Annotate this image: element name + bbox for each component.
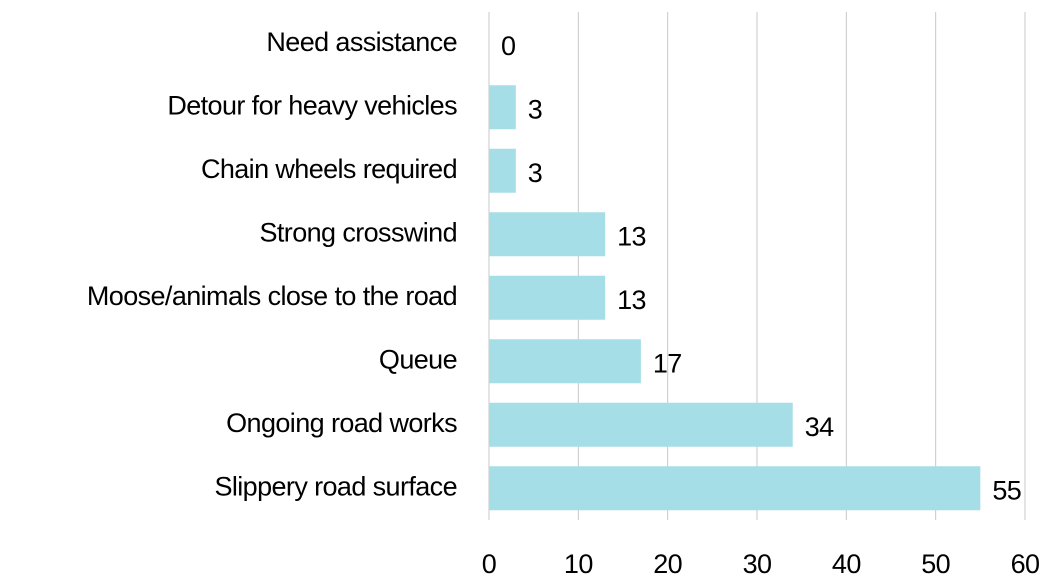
value-label: 55 — [992, 475, 1021, 505]
value-label: 34 — [805, 412, 834, 442]
y-tick-label: Chain wheels required — [201, 154, 457, 184]
bar — [489, 402, 793, 447]
y-tick-label: Slippery road surface — [214, 471, 457, 501]
bar — [489, 212, 606, 257]
bar — [489, 148, 516, 193]
value-label: 0 — [501, 31, 515, 61]
value-label: 3 — [528, 158, 542, 188]
y-tick-label: Strong crosswind — [260, 217, 458, 247]
y-tick-label: Queue — [379, 344, 457, 374]
x-tick-label: 20 — [653, 549, 682, 579]
value-label: 3 — [528, 94, 542, 124]
x-tick-label: 0 — [482, 549, 496, 579]
y-tick-label: Detour for heavy vehicles — [167, 90, 457, 120]
value-label: 17 — [653, 348, 682, 378]
bar — [489, 466, 981, 511]
x-tick-label: 60 — [1011, 549, 1040, 579]
x-tick-label: 10 — [564, 549, 593, 579]
x-tick-label: 50 — [921, 549, 950, 579]
x-tick-label: 40 — [832, 549, 861, 579]
value-label: 13 — [617, 221, 646, 251]
bar — [489, 85, 516, 130]
y-tick-label: Need assistance — [266, 27, 457, 57]
bar — [489, 275, 606, 320]
bar — [489, 339, 641, 384]
y-tick-label: Ongoing road works — [226, 408, 457, 438]
y-tick-label: Moose/animals close to the road — [87, 281, 457, 311]
value-label: 13 — [617, 285, 646, 315]
x-tick-label: 30 — [743, 549, 772, 579]
